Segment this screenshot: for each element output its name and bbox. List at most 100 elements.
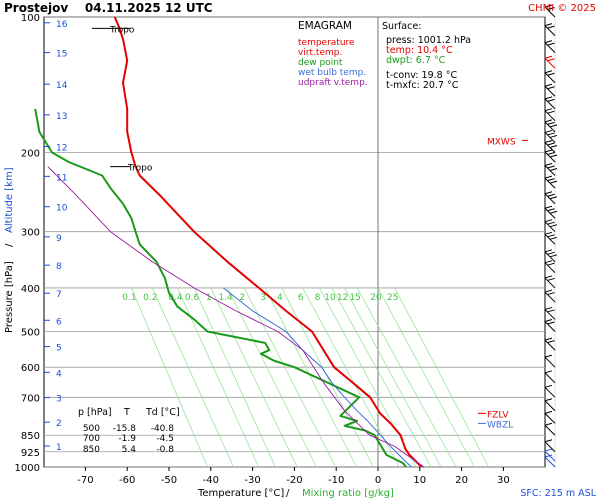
y-axis-title-pressure: Pressure [hPa] (4, 261, 15, 333)
wind-barb-staff (544, 456, 556, 468)
wind-barb-feather (547, 309, 555, 313)
legend-temperature: temperature (298, 38, 355, 48)
wind-barb-staff (544, 291, 556, 303)
wind-barb-feather (544, 83, 553, 87)
temperature-tick-label: -60 (119, 475, 135, 486)
x-axis-title: Temperature [°C] / Mixing ratio [g/kg] (197, 488, 394, 499)
y-axis-title-altitude: Altitude [km] (4, 167, 15, 233)
wind-barb-feather (549, 196, 558, 200)
wind-barb-feather (544, 354, 553, 358)
wind-barb-feather (544, 249, 553, 253)
wind-barb-staff (544, 386, 556, 398)
wind-barb-staff (544, 400, 556, 412)
surface-dwpt: dwpt: 6.7 °C (386, 55, 446, 66)
wind-barb-feather (544, 398, 553, 402)
mixing-ratio-label: 4 (277, 293, 283, 303)
wind-barb-feather (547, 132, 555, 136)
table-cell: -4.5 (156, 434, 174, 444)
mixing-ratio-line (302, 287, 400, 468)
wind-barb-feather (547, 277, 555, 281)
mixing-ratio-label: 1.4 (218, 293, 233, 303)
mixing-ratio-line (227, 287, 317, 468)
y-axis-title-sep: / (4, 243, 15, 247)
altitude-tick-label: 8 (56, 262, 62, 272)
wind-barb-feather (547, 72, 555, 76)
pressure-tick-label: 400 (21, 284, 40, 295)
wind-barb-feather (547, 234, 555, 238)
wind-barb-staff (544, 262, 556, 274)
pressure-tick-label: 200 (21, 148, 40, 159)
wind-barb-staff (544, 321, 556, 332)
wind-barb-feather (544, 163, 553, 166)
mixing-ratio-label: 15 (349, 293, 360, 303)
temperature-tick-label: -40 (203, 475, 219, 486)
wind-barb-feather (549, 154, 558, 158)
pressure-tick-label: 1000 (15, 463, 40, 474)
altitude-tick-label: 4 (56, 369, 62, 379)
chart-header-title: Prostejov 04.11.2025 12 UTC (4, 1, 213, 15)
wind-barb-feather (547, 7, 555, 10)
altitude-tick-label: 5 (56, 344, 62, 354)
altitude-tick-label: 12 (56, 144, 67, 154)
altitude-tick-label: 7 (56, 290, 62, 300)
altitude-tick-label: 10 (56, 204, 68, 214)
mixing-ratio-line (243, 287, 337, 468)
legend-virt-temp: virt.temp. (298, 48, 342, 58)
wind-barb-feather (549, 236, 558, 240)
surface-heading: Surface: (382, 21, 421, 32)
mixing-ratio-line (281, 287, 374, 468)
grid-layer (43, 16, 546, 468)
wind-barb-staff (544, 372, 556, 384)
altitude-tick-label: 13 (56, 112, 67, 122)
wind-barb-staff (544, 42, 556, 53)
copyright-label: CHMI © 2025 (528, 3, 596, 14)
wind-barb-feather (544, 175, 553, 179)
surface-press: press: 1001.2 hPa (386, 35, 471, 46)
x-axis-title-sep: / (286, 488, 290, 499)
wind-barb-feather (544, 319, 553, 323)
wind-barb-feather (544, 289, 553, 293)
wind-barb-feather (547, 42, 555, 46)
wind-barb-feather (544, 119, 553, 123)
temperature-tick-label: 10 (413, 475, 426, 486)
wind-barb-feather (544, 448, 553, 452)
mixing-ratio-layer: 0.1 0.2 0.4 0.6 1 1.4 2 3 4 6 8 10 12 15 20 25 (122, 287, 490, 468)
mixing-ratio-label: 0.6 (185, 293, 200, 303)
wind-barb-staff (544, 110, 556, 122)
altitude-tick-label: 9 (56, 234, 62, 244)
altitude-tick-label: 16 (56, 20, 68, 30)
wind-barb-feather (544, 96, 553, 100)
pressure-tick-label: 925 (21, 448, 40, 459)
temperature-tick-label: 0 (375, 475, 381, 486)
temperature-tick-label: -70 (77, 475, 93, 486)
wind-barb-feather (547, 178, 555, 182)
mixing-ratio-label: 8 (315, 293, 321, 303)
wind-barb-staff (544, 413, 556, 424)
mixing-ratio-label: 25 (387, 293, 398, 303)
altitude-tick-label: 6 (56, 317, 62, 327)
table-header-t: T (123, 407, 130, 418)
table-cell: -15.8 (113, 424, 137, 434)
table-cell: -1.9 (118, 434, 136, 444)
wind-barb-feather (544, 219, 553, 223)
x-axis-title-mix: Mixing ratio [g/kg] (302, 488, 394, 499)
wind-barb-feather (547, 86, 555, 90)
tropopause-label: Tropo (127, 164, 153, 174)
table-cell: 500 (83, 424, 100, 434)
wind-barb-staff (544, 6, 556, 18)
pressure-tick-label: 500 (21, 328, 40, 339)
mixing-ratio-label: 1 (206, 293, 212, 303)
series-layer: Tropo Tropo (34, 16, 425, 468)
mixing-ratio-label: 20 (370, 293, 382, 303)
axes-layer: 1002003004005006007008509251000123456789… (15, 13, 528, 486)
wind-barb-feather (549, 168, 558, 171)
wind-barb-staff (544, 450, 556, 462)
altitude-tick-label: 3 (56, 395, 62, 405)
temperature-tick-label: -30 (244, 475, 260, 486)
legend-dew-point: dew point (298, 58, 343, 68)
wind-barb-feather (549, 180, 558, 184)
wind-barb-feather (547, 321, 555, 325)
mixing-ratio-line (131, 287, 208, 468)
mixing-ratio-label: 3 (260, 293, 266, 303)
wind-barb-feather (544, 23, 553, 27)
